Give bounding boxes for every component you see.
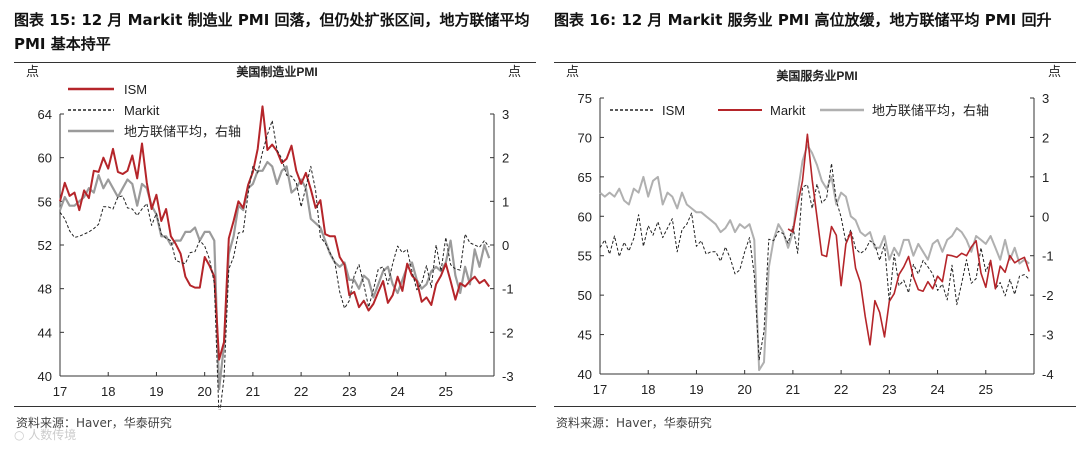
- series-line-2: [599, 144, 1030, 372]
- legend-label-1: Markit: [124, 103, 160, 118]
- legend-label-1: Markit: [770, 103, 806, 118]
- left-tick-label: 48: [38, 282, 52, 297]
- right-unit-label: 点: [1048, 64, 1061, 79]
- watermark: ○ 人数传境: [14, 428, 77, 442]
- legend-label-0: ISM: [662, 103, 685, 118]
- left-tick-label: 44: [38, 325, 52, 340]
- x-tick-label: 22: [294, 384, 308, 399]
- right-tick-label: -3: [1042, 328, 1054, 343]
- figure-title: 图表 15: 12 月 Markit 制造业 PMI 回落，但仍处扩张区间，地方…: [14, 11, 530, 53]
- x-tick-label: 20: [197, 384, 211, 399]
- right-unit-label: 点: [508, 64, 521, 79]
- right-tick-label: 2: [1042, 130, 1049, 145]
- x-tick-label: 20: [737, 382, 751, 397]
- chart-panel-manufacturing: 图表 15: 12 月 Markit 制造业 PMI 回落，但仍处扩张区间，地方…: [8, 0, 538, 454]
- right-tick-label: 1: [1042, 170, 1049, 185]
- x-tick-label: 19: [149, 384, 163, 399]
- x-tick-label: 21: [246, 384, 260, 399]
- right-tick-label: 2: [502, 151, 509, 166]
- series-line-0: [59, 105, 491, 361]
- left-tick-label: 50: [578, 288, 592, 303]
- title-rule: [14, 62, 536, 63]
- source-note: 资料来源：Haver，华泰研究: [16, 416, 172, 430]
- left-tick-label: 40: [578, 367, 592, 382]
- x-tick-label: 18: [101, 384, 115, 399]
- left-tick-label: 60: [578, 209, 592, 224]
- x-tick-label: 22: [834, 382, 848, 397]
- right-tick-label: 1: [502, 194, 509, 209]
- right-tick-label: -3: [502, 369, 514, 384]
- left-tick-label: 56: [38, 194, 52, 209]
- chart-panel-services: 图表 16: 12 月 Markit 服务业 PMI 高位放缓，地方联储平均 P…: [548, 0, 1078, 454]
- chart-title: 美国制造业PMI: [236, 64, 317, 79]
- x-tick-label: 18: [641, 382, 655, 397]
- x-tick-label: 17: [53, 384, 67, 399]
- source-rule: [554, 406, 1076, 407]
- legend-label-0: ISM: [124, 82, 147, 97]
- left-tick-label: 64: [38, 107, 52, 122]
- legend-label-2: 地方联储平均，右轴: [872, 103, 989, 118]
- right-tick-label: -2: [1042, 288, 1054, 303]
- chart-svg: 点点美国制造业PMI40444852566064-3-2-1012317 18 19…: [26, 64, 521, 410]
- x-tick-label: 25: [439, 384, 453, 399]
- x-tick-label: 21: [786, 382, 800, 397]
- figure-title: 图表 16: 12 月 Markit 服务业 PMI 高位放缓，地方联储平均 P…: [554, 11, 1052, 29]
- x-tick-label: 19: [689, 382, 703, 397]
- source-note: 资料来源：Haver，华泰研究: [556, 416, 712, 430]
- series-line-1: [787, 133, 1030, 346]
- right-tick-label: 3: [1042, 91, 1049, 106]
- x-tick-label: 23: [882, 382, 896, 397]
- x-tick-label: 17: [593, 382, 607, 397]
- right-tick-label: -2: [502, 325, 514, 340]
- x-tick-label: 23: [342, 384, 356, 399]
- left-unit-label: 点: [26, 64, 39, 79]
- chart-svg: 点点美国服务业PMI4045505560657075-4-3-2-1012317…: [566, 64, 1061, 397]
- series-line-1: [59, 120, 490, 410]
- legend-label-2: 地方联储平均，右轴: [124, 124, 241, 139]
- source-rule: [14, 406, 536, 407]
- right-tick-label: 0: [502, 238, 509, 253]
- x-tick-label: 24: [390, 384, 404, 399]
- right-tick-label: -1: [502, 282, 514, 297]
- right-tick-label: -4: [1042, 367, 1054, 382]
- right-tick-label: -1: [1042, 249, 1054, 264]
- left-tick-label: 55: [578, 249, 592, 264]
- left-tick-label: 60: [38, 151, 52, 166]
- left-tick-label: 75: [578, 91, 592, 106]
- left-unit-label: 点: [566, 64, 579, 79]
- left-tick-label: 70: [578, 130, 592, 145]
- chart-title: 美国服务业PMI: [776, 68, 857, 83]
- title-rule: [554, 62, 1076, 63]
- right-tick-label: 0: [1042, 209, 1049, 224]
- left-tick-label: 65: [578, 170, 592, 185]
- left-tick-label: 45: [578, 328, 592, 343]
- right-tick-label: 3: [502, 107, 509, 122]
- left-tick-label: 40: [38, 369, 52, 384]
- x-tick-label: 24: [930, 382, 944, 397]
- left-tick-label: 52: [38, 238, 52, 253]
- x-tick-label: 25: [979, 382, 993, 397]
- series-line-2: [58, 160, 491, 391]
